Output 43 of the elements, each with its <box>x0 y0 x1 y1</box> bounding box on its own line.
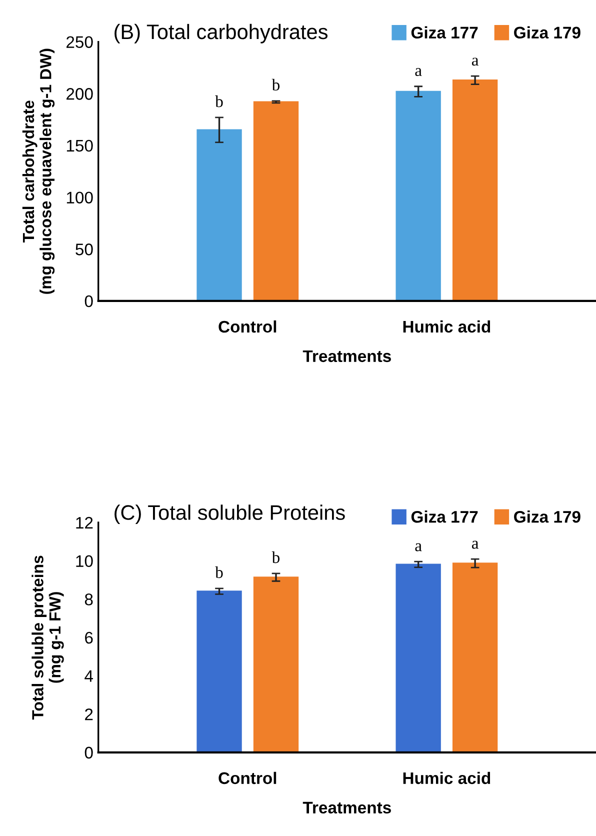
x-tick-label: Humic acid <box>403 772 490 784</box>
x-tick-label: Control <box>218 772 276 784</box>
x-axis-title: Treatments <box>302 802 391 814</box>
y-tick-label: 150 <box>66 140 93 152</box>
y-tick-label: 4 <box>84 670 93 682</box>
chart-title: (B) Total carbohydrates <box>114 24 328 44</box>
y-axis-title: Total soluble proteins (mg g-1 FW) <box>32 556 64 720</box>
legend-label: Giza 177 <box>411 26 478 39</box>
y-tick-label: 50 <box>76 244 93 256</box>
x-tick-label: Control <box>218 320 276 333</box>
y-tick-label: 0 <box>84 295 93 308</box>
y-tick-label: 200 <box>66 88 93 100</box>
annotation: b <box>215 566 223 578</box>
bar <box>253 101 299 301</box>
y-tick-label: 250 <box>66 36 93 48</box>
bar <box>396 564 441 752</box>
y-tick-label: 8 <box>84 594 93 606</box>
y-tick-label: 0 <box>84 746 93 759</box>
chart-title: (C) Total soluble Proteins <box>114 504 345 524</box>
bar <box>396 90 441 301</box>
y-tick-label: 2 <box>85 708 93 720</box>
x-tick-label: Humic acid <box>403 320 490 333</box>
legend-label: Giza 177 <box>411 510 478 523</box>
annotation: a <box>415 543 422 552</box>
bar <box>196 590 242 752</box>
x-axis-title: Treatments <box>302 350 391 362</box>
bar <box>452 562 498 752</box>
y-tick-label: 6 <box>85 632 93 644</box>
annotation: a <box>415 68 422 76</box>
y-tick-label: 100 <box>66 192 93 204</box>
annotation: a <box>472 540 479 549</box>
annotation: a <box>472 58 479 66</box>
annotation: b <box>272 551 280 564</box>
y-tick-label: 12 <box>76 516 93 529</box>
y-axis-title: Total carbohydrate (mg glucose equavelent g-1 DW) <box>22 48 55 294</box>
y-tick-label: 10 <box>76 555 93 568</box>
bar <box>452 79 498 301</box>
legend-label: Giza 179 <box>514 26 580 39</box>
bar <box>253 576 299 752</box>
annotation: b <box>215 95 223 108</box>
legend-label: Giza 179 <box>514 510 580 523</box>
bar <box>196 129 242 301</box>
annotation: b <box>272 78 280 91</box>
